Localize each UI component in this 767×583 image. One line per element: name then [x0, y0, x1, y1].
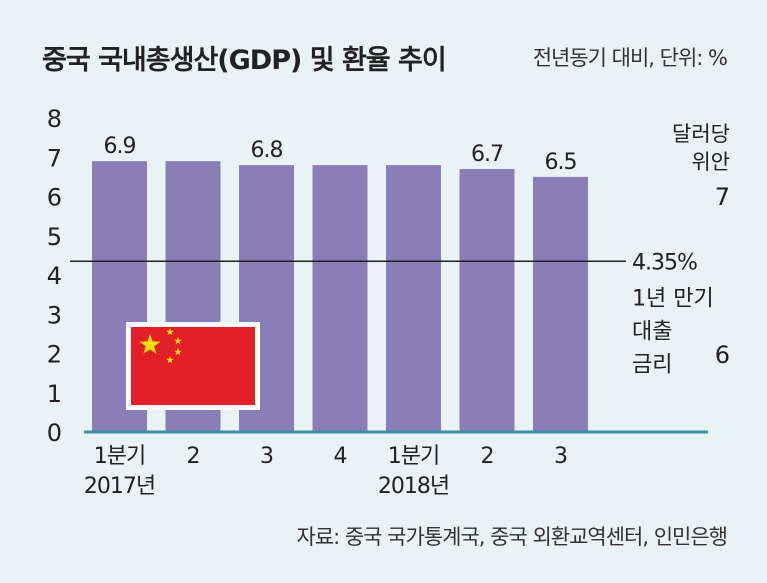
secondary-axis-label: 위안: [691, 150, 730, 174]
data-label: 6.8: [251, 138, 283, 163]
data-label: 6.5: [545, 150, 577, 175]
chart-title: 중국 국내총생산(GDP) 및 환율 추이: [42, 45, 447, 76]
y-tick-label: 1: [47, 380, 62, 408]
x-tick-label: 4: [334, 444, 347, 469]
bar: [386, 165, 441, 432]
x-tick-label: 2017년: [84, 474, 155, 499]
y-tick-label: 8: [47, 105, 62, 133]
bar: [533, 176, 588, 432]
y-tick-label: 5: [47, 223, 62, 251]
x-tick-label: 3: [260, 444, 273, 469]
y-tick-label: 2: [47, 341, 62, 369]
secondary-axis-tick: 7: [715, 183, 730, 211]
reference-line-label: 1년 만기: [632, 286, 714, 311]
unit-note: 전년동기 대비, 단위: %: [532, 46, 728, 70]
y-tick-label: 0: [47, 419, 62, 447]
secondary-axis-label: 달러당: [672, 122, 730, 146]
reference-line-label: 금리: [632, 352, 672, 377]
x-tick-label: 1분기: [94, 444, 145, 469]
source-note: 자료: 중국 국가통계국, 중국 외환교역센터, 인민은행: [296, 525, 728, 549]
data-label: 6.9: [104, 134, 136, 159]
y-tick-label: 3: [47, 301, 62, 329]
data-label: 6.7: [471, 142, 503, 167]
y-tick-label: 6: [47, 184, 62, 212]
china-flag-icon: [126, 322, 260, 410]
secondary-axis-tick: 6: [715, 341, 730, 369]
y-tick-label: 7: [47, 144, 62, 172]
x-tick-label: 2: [187, 444, 200, 469]
x-tick-label: 1분기: [388, 444, 439, 469]
x-tick-label: 2018년: [378, 474, 449, 499]
bar: [459, 169, 515, 432]
reference-line-value: 4.35%: [632, 250, 697, 275]
reference-line-label: 대출: [632, 319, 672, 344]
x-tick-label: 3: [554, 444, 567, 469]
bar: [312, 165, 368, 432]
y-tick-label: 4: [47, 262, 62, 290]
x-tick-label: 2: [481, 444, 494, 469]
